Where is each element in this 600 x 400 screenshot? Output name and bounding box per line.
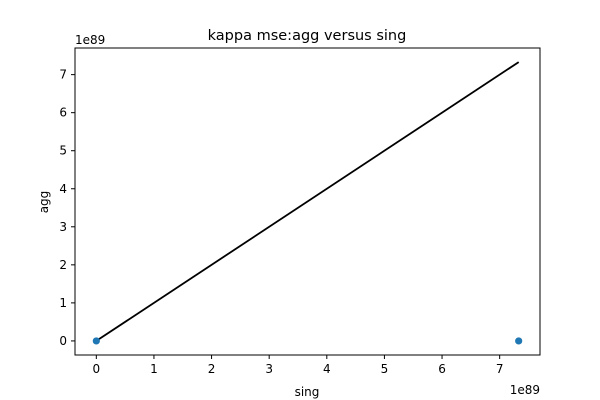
- x-tick-label: 0: [92, 362, 100, 376]
- y-tick-label: 7: [59, 68, 67, 82]
- y-tick-label: 6: [59, 106, 67, 120]
- y-tick-label: 5: [59, 144, 67, 158]
- y-axis-label: agg: [37, 191, 51, 214]
- y-axis-ticks: 0 1 2 3 4 5 6 7: [59, 68, 75, 348]
- x-tick-label: 1: [150, 362, 158, 376]
- x-tick-label: 5: [381, 362, 389, 376]
- y-tick-label: 3: [59, 220, 67, 234]
- x-tick-label: 6: [438, 362, 446, 376]
- y-tick-label: 0: [59, 334, 67, 348]
- scatter-point: [92, 337, 100, 345]
- fit-line: [95, 61, 520, 342]
- x-axis-label: sing: [295, 385, 320, 399]
- x-tick-label: 2: [208, 362, 216, 376]
- x-axis-ticks: 0 1 2 3 4 5 6 7: [92, 355, 503, 376]
- scatter-points-layer: [92, 337, 523, 345]
- x-tick-label: 3: [265, 362, 273, 376]
- x-tick-label: 7: [496, 362, 504, 376]
- fit-line-layer: [95, 61, 520, 342]
- plot-frame: [74, 47, 541, 356]
- y-tick-label: 1: [59, 296, 67, 310]
- x-axis-offset-label: 1e89: [510, 383, 540, 397]
- y-axis-offset-label: 1e89: [75, 33, 105, 47]
- x-tick-label: 4: [323, 362, 331, 376]
- scatter-point: [515, 337, 523, 345]
- y-tick-label: 2: [59, 258, 67, 272]
- chart-title: kappa mse:agg versus sing: [208, 28, 407, 44]
- y-tick-label: 4: [59, 182, 67, 196]
